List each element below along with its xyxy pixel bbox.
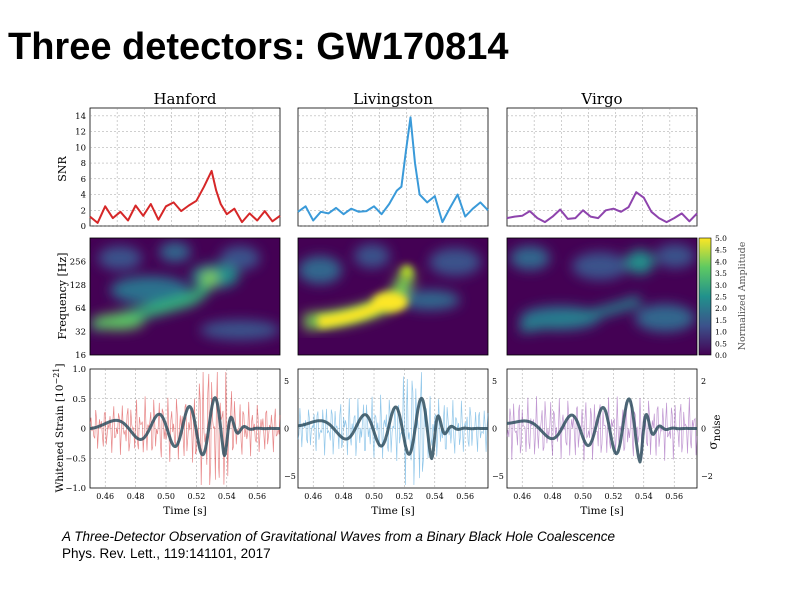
time-tick-label: 0.46 — [96, 492, 114, 501]
frequency-axis-label: Frequency [Hz] — [56, 253, 69, 340]
time-tick-label: 0.46 — [513, 492, 531, 501]
virgo-strain-panel: 0.46 0.48 0.50 0.52 0.54 0.56 Time [s] — [506, 368, 698, 517]
virgo-spectrogram-frame — [506, 237, 698, 356]
livingston-spectrogram-frame — [297, 237, 489, 356]
snr-tick-label: 8 — [81, 159, 86, 169]
journal-reference: Phys. Rev. Lett., 119:141101, 2017 — [62, 546, 271, 561]
time-tick-label: 0.54 — [635, 492, 653, 501]
snr-tick-label: 14 — [75, 112, 86, 122]
paper-title: A Three-Detector Observation of Gravitat… — [62, 529, 615, 544]
sigma-tick-label: −5 — [284, 472, 296, 481]
hanford-strain-panel: 0.46 0.48 0.50 0.52 0.54 0.56 Time [s] — [89, 368, 281, 517]
hanford-snr-frame — [89, 107, 281, 227]
virgo-title: Virgo — [580, 90, 622, 108]
time-tick-label: 0.48 — [335, 492, 353, 501]
strain-axis-label: Whitened Strain [10−21] — [52, 364, 66, 493]
colorbar-tick-label: 1.0 — [715, 328, 727, 337]
snr-tick-label: 12 — [75, 128, 86, 138]
colorbar-tick-label: 0.5 — [715, 339, 727, 348]
time-tick-label: 0.50 — [365, 492, 383, 501]
sigma-tick-label: 2 — [701, 377, 706, 386]
livingston-snr-panel — [297, 107, 489, 227]
frequency-tick-label: 16 — [75, 351, 86, 361]
hanford-spectrogram-frame — [89, 237, 281, 356]
hanford-title: Hanford — [153, 90, 216, 108]
sigma-tick-label: 5 — [492, 377, 497, 386]
time-tick-label: 0.48 — [544, 492, 562, 501]
snr-tick-label: 6 — [81, 175, 86, 185]
sigma-tick-label: −5 — [492, 472, 504, 481]
colorbar-tick-label: 5.0 — [715, 234, 727, 243]
colorbar-tick-label: 1.5 — [715, 316, 727, 325]
livingston-waveform-band — [297, 396, 489, 461]
colorbar-tick-label: 4.0 — [715, 257, 727, 266]
time-tick-label: 0.56 — [248, 492, 266, 501]
colorbar-tick-label: 4.5 — [715, 246, 727, 255]
time-tick-label: 0.56 — [665, 492, 683, 501]
frequency-tick-label: 256 — [70, 257, 86, 267]
time-axis-label: Time [s] — [371, 505, 414, 517]
hanford-snr-panel — [89, 107, 281, 227]
frequency-tick-label: 64 — [75, 304, 86, 314]
colorbar-label: Normalized Amplitude — [737, 241, 748, 350]
livingston-strain-panel: 0.46 0.48 0.50 0.52 0.54 0.56 Time [s] — [297, 368, 489, 517]
time-tick-label: 0.50 — [574, 492, 592, 501]
snr-tick-label: 4 — [81, 191, 86, 201]
livingston-snr-frame — [297, 107, 489, 227]
sigma-tick-label: 5 — [284, 377, 289, 386]
time-tick-label: 0.54 — [426, 492, 444, 501]
time-tick-label: 0.50 — [157, 492, 175, 501]
virgo-waveform-band — [506, 397, 698, 464]
time-tick-label: 0.52 — [187, 492, 205, 501]
time-tick-label: 0.52 — [395, 492, 413, 501]
time-axis-label: Time [s] — [163, 505, 206, 517]
snr-row: 0 2 4 6 8 10 12 14 — [75, 107, 698, 232]
snr-tick-label: 2 — [81, 206, 86, 216]
sigma-tick-label: 0 — [492, 425, 497, 434]
sigma-tick-label: −2 — [701, 472, 713, 481]
colorbar-tick-label: 3.5 — [715, 269, 727, 278]
time-tick-label: 0.52 — [604, 492, 622, 501]
right-axis-label: σnoise — [706, 414, 723, 449]
spectrogram-row: Normalized Amplitude 16 32 64 128 256 0.0 0.5 1… — [70, 234, 748, 361]
colorbar-tick-label: 2.0 — [715, 304, 727, 313]
strain-tick-label: −1.0 — [65, 484, 86, 494]
virgo-snr-panel — [506, 107, 698, 227]
snr-tick-label: 0 — [81, 222, 86, 232]
colorbar-tick-label: 3.0 — [715, 281, 727, 290]
hanford-waveform-band — [89, 396, 281, 457]
time-tick-label: 0.56 — [456, 492, 474, 501]
sigma-tick-label: 0 — [284, 425, 289, 434]
livingston-whitened-data — [297, 372, 489, 486]
strain-tick-label: 1.0 — [72, 365, 86, 375]
slide-title: Three detectors: GW170814 — [8, 26, 509, 68]
time-tick-label: 0.46 — [304, 492, 322, 501]
hanford-snr-line — [89, 169, 281, 224]
time-tick-label: 0.54 — [218, 492, 236, 501]
citation: A Three-Detector Observation of Gravitat… — [62, 528, 615, 562]
strain-tick-label: −0.5 — [65, 454, 86, 464]
livingston-snr-line — [297, 116, 489, 224]
time-tick-label: 0.48 — [127, 492, 145, 501]
livingston-title: Livingston — [353, 90, 433, 108]
time-axis-label: Time [s] — [580, 505, 623, 517]
sigma-tick-label: 0 — [701, 425, 706, 434]
strain-tick-label: 0.5 — [72, 395, 86, 405]
gw-figure: Hanford Livingston Virgo SNR Frequency [… — [52, 90, 748, 517]
virgo-snr-line — [506, 191, 698, 224]
hanford-spectrogram — [90, 238, 280, 355]
frequency-tick-label: 128 — [70, 281, 86, 291]
virgo-whitened-data — [506, 396, 698, 461]
colorbar-tick-label: 2.5 — [715, 293, 727, 302]
frequency-tick-label: 32 — [75, 328, 86, 338]
colorbar — [698, 237, 712, 356]
livingston-spectrogram — [298, 238, 488, 355]
virgo-snr-frame — [506, 107, 698, 227]
snr-tick-label: 10 — [75, 143, 86, 153]
virgo-spectrogram — [507, 238, 697, 355]
colorbar-tick-label: 0.0 — [715, 351, 727, 360]
snr-axis-label: SNR — [56, 156, 69, 182]
strain-tick-label: 0 — [81, 425, 86, 435]
